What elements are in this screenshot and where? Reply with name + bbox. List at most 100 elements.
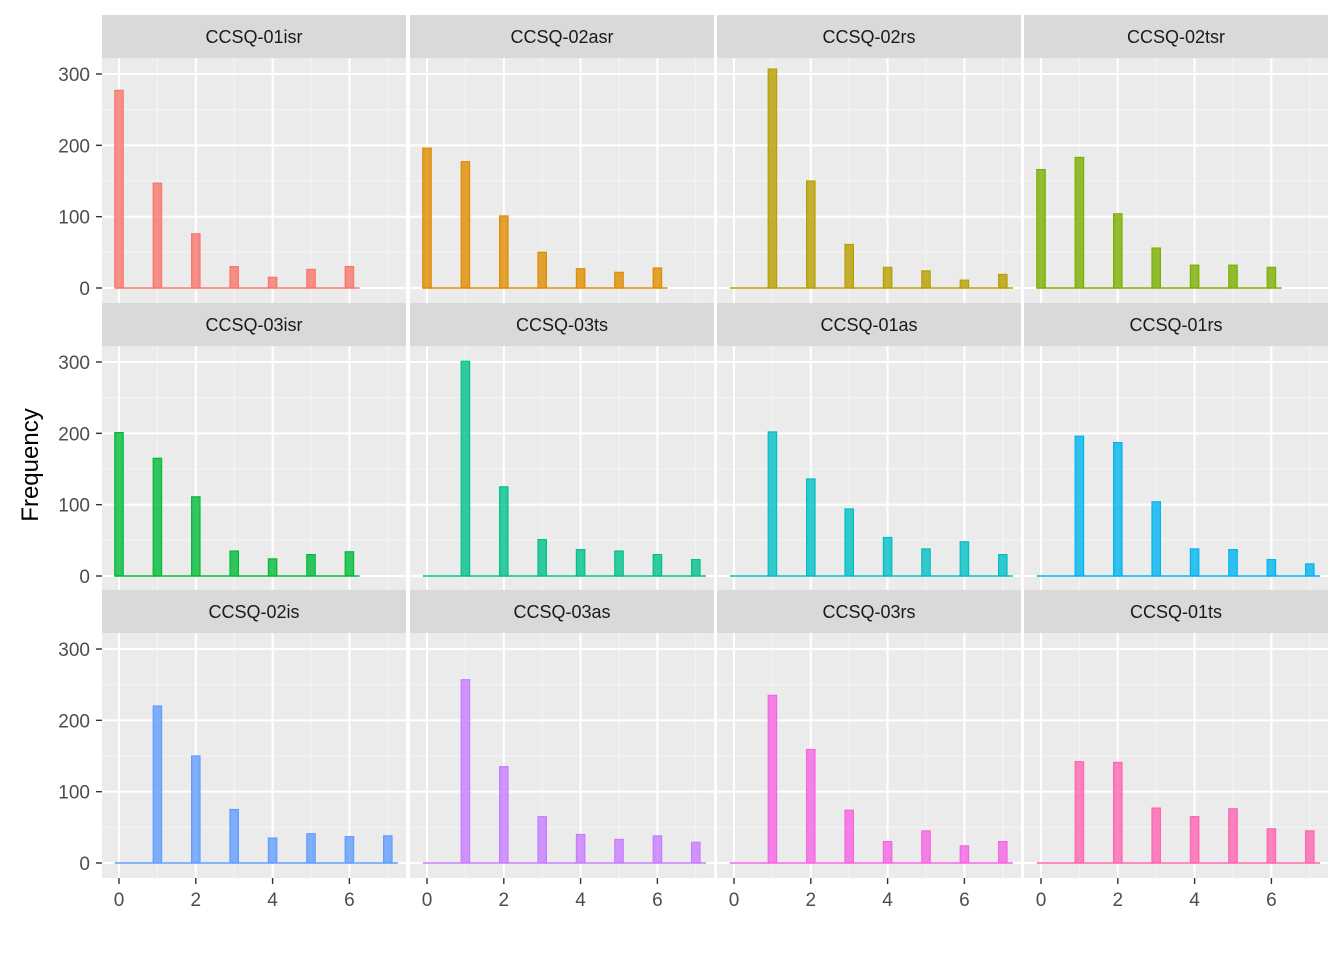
y-tick-label: 100: [58, 496, 90, 517]
facet-strip-label: CCSQ-01as: [820, 315, 917, 335]
histogram-bar: [575, 833, 586, 864]
histogram-bar: [690, 841, 701, 864]
y-axis-tick-labels: 0 100 200 300 0 100 200 300 0 100 200 300: [58, 65, 102, 875]
histogram-bar: [499, 486, 509, 577]
histogram-bar: [422, 147, 432, 289]
histogram-bar: [499, 215, 509, 289]
histogram-bar: [152, 705, 163, 864]
facet-panel: CCSQ-02is: [102, 590, 406, 878]
histogram-bar: [114, 432, 124, 577]
histogram-bars: [422, 147, 668, 289]
histogram-bar: [575, 268, 586, 289]
x-tick-label: 4: [1189, 890, 1200, 911]
histogram-bar: [1228, 549, 1238, 577]
histogram-bar: [959, 541, 970, 577]
histogram-bar: [1266, 828, 1277, 864]
histogram-bar: [306, 268, 316, 289]
histogram-bar: [1074, 761, 1085, 864]
histogram-bar: [191, 233, 201, 289]
histogram-bars: [729, 694, 1013, 864]
facet-strip: [717, 303, 1021, 346]
histogram-bar: [805, 180, 816, 289]
facet-strip: [410, 15, 714, 58]
histogram-bar: [306, 833, 316, 864]
histogram-bar: [1189, 816, 1200, 864]
histogram-bar: [191, 496, 201, 577]
y-tick-label: 300: [58, 65, 90, 86]
facet-strip-label: CCSQ-03ts: [516, 315, 608, 335]
x-tick-label: 2: [1113, 890, 1124, 911]
histogram-bar: [460, 360, 471, 577]
facet-strip-label: CCSQ-03isr: [205, 315, 302, 335]
histogram-bar: [1112, 761, 1123, 864]
x-tick-label: 4: [882, 890, 893, 911]
histogram-bar: [652, 553, 663, 577]
histogram-bar: [844, 243, 854, 289]
histogram-bar: [844, 809, 854, 864]
histogram-bars: [1036, 435, 1320, 577]
histogram-bar: [152, 182, 163, 289]
y-tick-label: 300: [58, 640, 90, 661]
histogram-bar: [1266, 266, 1277, 289]
histogram-bar: [1189, 548, 1200, 577]
x-tick-label: 6: [344, 890, 355, 911]
x-tick-label: 6: [652, 890, 663, 911]
histogram-bar: [1074, 156, 1085, 289]
facet-panel: CCSQ-01ts: [1024, 590, 1328, 878]
histogram-bar: [652, 835, 663, 864]
facet-strip-label: CCSQ-01rs: [1129, 315, 1222, 335]
facet-panel: CCSQ-02rs: [717, 15, 1021, 303]
histogram-bar: [997, 840, 1008, 864]
facet-strip: [102, 15, 406, 58]
facet-panel: CCSQ-01as: [717, 303, 1021, 591]
histogram-bars: [1036, 156, 1282, 289]
histogram-bar: [614, 838, 624, 864]
histogram-bar: [267, 276, 278, 289]
histogram-bar: [383, 835, 393, 864]
histogram-bar: [1228, 808, 1238, 864]
histogram-bar: [844, 508, 854, 577]
facet-strip: [1024, 590, 1328, 633]
histogram-bar: [152, 457, 163, 577]
facet-strip-label: CCSQ-03as: [513, 602, 610, 622]
facet-strip-label: CCSQ-02rs: [822, 27, 915, 47]
histogram-bar: [767, 68, 778, 289]
y-tick-label: 0: [79, 567, 90, 588]
facet-panel: CCSQ-02asr: [410, 15, 714, 303]
x-tick-label: 0: [114, 890, 125, 911]
histogram-bar: [690, 558, 701, 577]
x-tick-label: 2: [191, 890, 202, 911]
histogram-bar: [537, 816, 547, 864]
histogram-bar: [1304, 830, 1315, 864]
y-tick-label: 100: [58, 208, 90, 229]
histogram-bar: [959, 845, 970, 864]
histogram-bar: [959, 279, 970, 289]
facet-panel: CCSQ-01rs: [1024, 303, 1328, 591]
histogram-bar: [537, 251, 547, 289]
facet-strip: [1024, 303, 1328, 346]
histogram-bar: [1151, 501, 1161, 577]
histogram-bar: [460, 161, 471, 289]
histogram-bar: [114, 89, 124, 289]
x-tick-label: 2: [806, 890, 817, 911]
facet-panel: CCSQ-02tsr: [1024, 15, 1328, 303]
x-tick-label: 4: [267, 890, 278, 911]
histogram-bar: [344, 266, 355, 289]
histogram-bars: [114, 89, 360, 289]
histogram-bar: [229, 266, 239, 289]
histogram-bar: [306, 553, 316, 577]
facet-panel: CCSQ-01isr: [102, 15, 406, 303]
histogram-bar: [997, 273, 1008, 289]
facet-strip: [102, 590, 406, 633]
facet-panels: CCSQ-01isr CCSQ-02asr CCSQ-02rs CCSQ-02tsr C…: [102, 15, 1328, 878]
histogram-bar: [344, 836, 355, 864]
y-tick-label: 200: [58, 711, 90, 732]
x-axis-tick-labels: 0 2 4 6 0 2 4 6 0 2 4 6 0 2 4 6: [114, 878, 1277, 911]
facet-panel: CCSQ-03as: [410, 590, 714, 878]
x-tick-label: 4: [575, 890, 586, 911]
histogram-bar: [921, 548, 931, 577]
histogram-bars: [1036, 761, 1320, 864]
histogram-bar: [767, 694, 778, 864]
histogram-bar: [1189, 264, 1200, 289]
y-tick-label: 300: [58, 353, 90, 374]
